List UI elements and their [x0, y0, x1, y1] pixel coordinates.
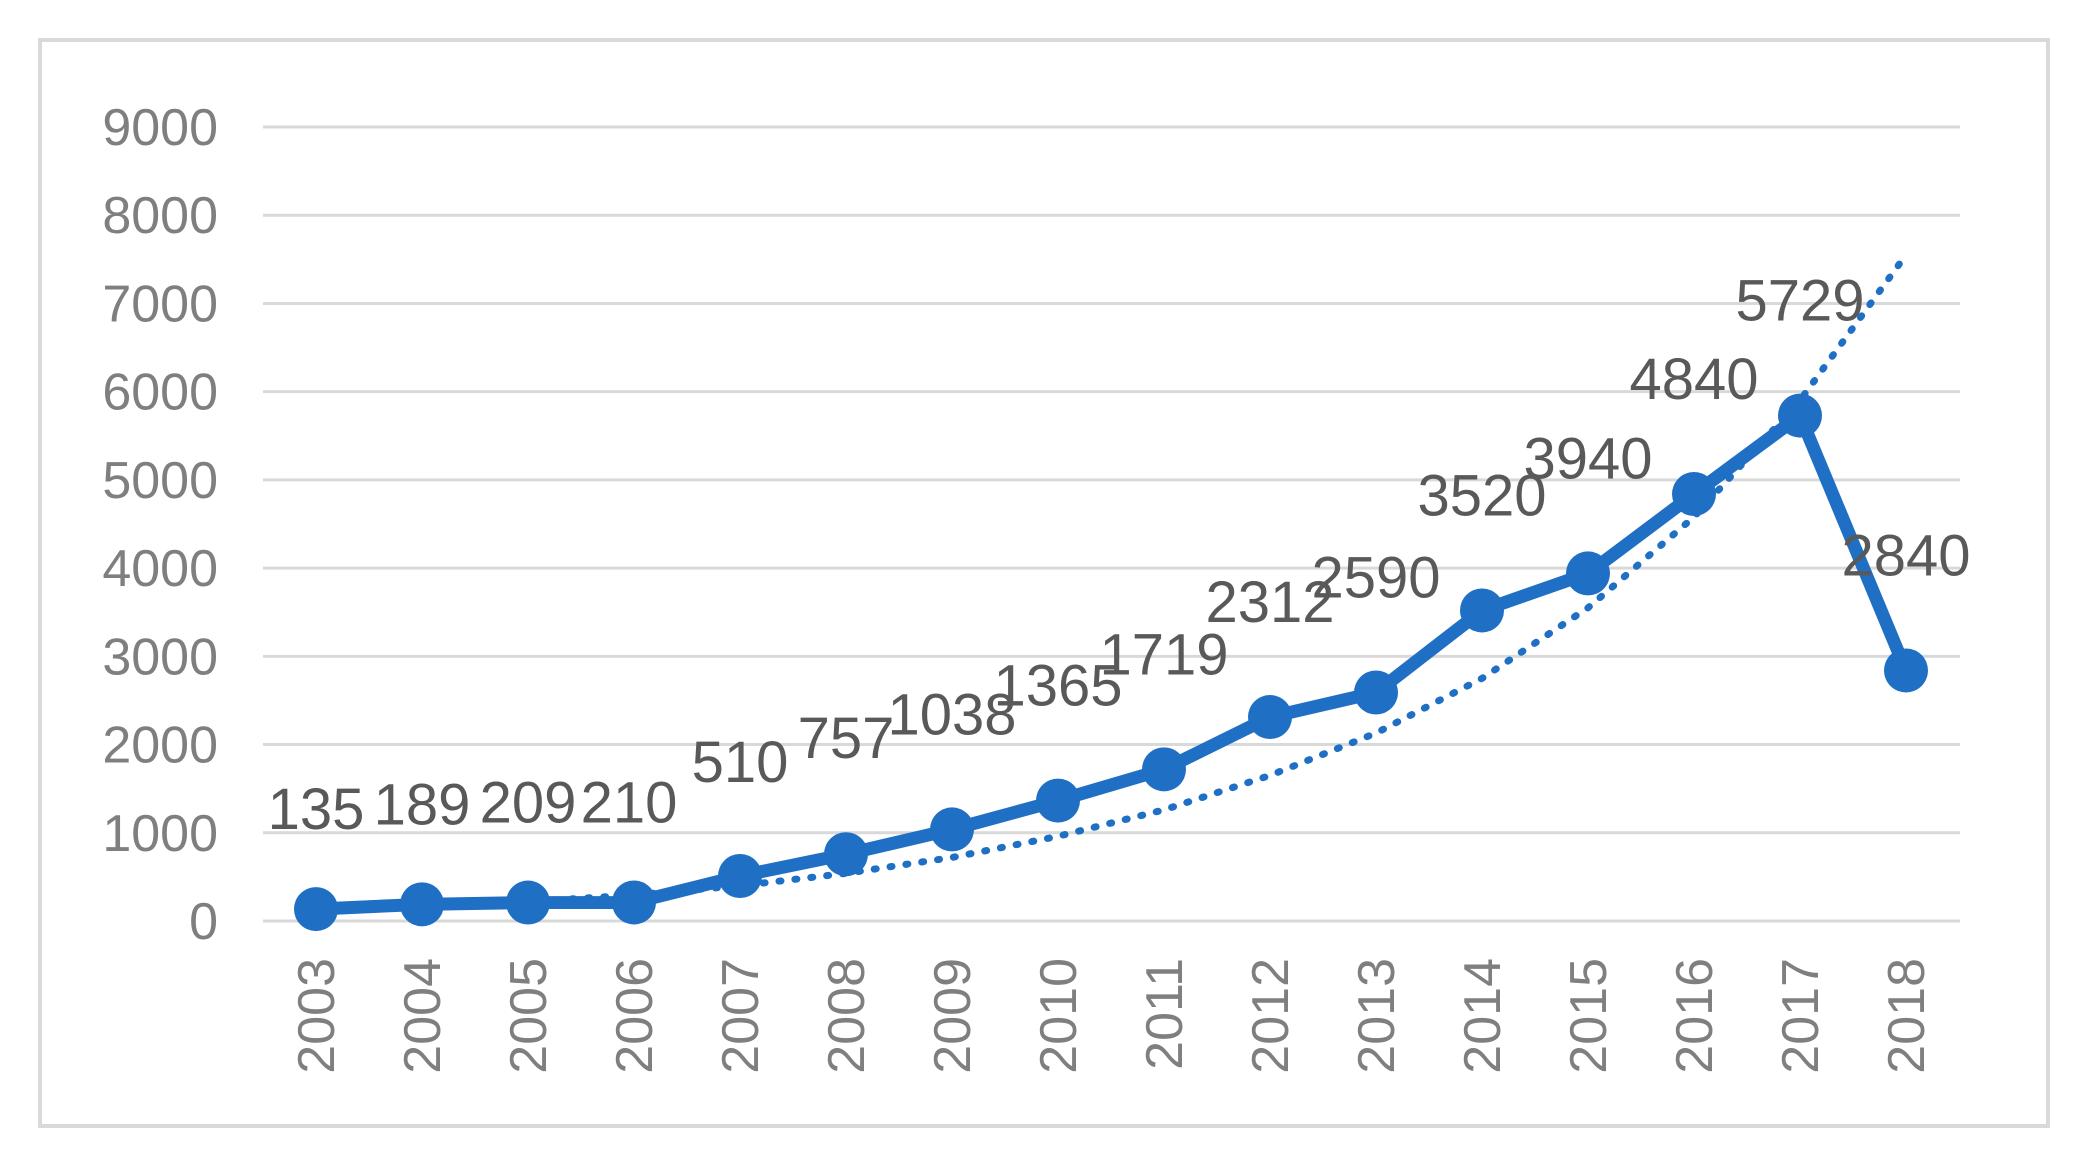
data-label: 1365 [993, 654, 1122, 719]
y-tick-label: 5000 [102, 452, 218, 510]
y-tick-label: 7000 [102, 275, 218, 333]
x-tick-label: 2009 [924, 958, 982, 1074]
data-label: 757 [798, 706, 895, 771]
data-label: 4840 [1629, 347, 1758, 412]
x-tick-label: 2006 [606, 958, 664, 1074]
series-layer [294, 393, 1928, 932]
x-tick-label: 2011 [1136, 958, 1194, 1070]
x-tick-label: 2007 [712, 958, 770, 1074]
data-point [1460, 588, 1504, 633]
x-tick-label: 2018 [1878, 958, 1936, 1074]
data-label: 210 [581, 770, 678, 835]
trendline [312, 251, 1910, 913]
x-tick-label: 2017 [1772, 958, 1830, 1074]
data-label: 1719 [1099, 622, 1228, 687]
data-point [1142, 747, 1186, 792]
data-label: 3520 [1417, 463, 1546, 528]
data-label: 209 [480, 771, 577, 836]
data-point [930, 807, 974, 852]
data-label: 135 [268, 777, 365, 842]
y-tick-label: 8000 [102, 187, 218, 245]
trendline-layer [312, 251, 1910, 913]
data-point [1566, 551, 1610, 596]
data-point [1036, 778, 1080, 823]
data-point [1778, 393, 1822, 438]
x-tick-label: 2013 [1348, 958, 1406, 1074]
data-label: 189 [374, 772, 471, 837]
x-tick-label: 2008 [818, 958, 876, 1074]
x-tick-label: 2015 [1560, 958, 1618, 1074]
y-tick-label: 3000 [102, 628, 218, 686]
x-tick-label: 2004 [394, 958, 452, 1074]
series-line [309, 409, 1913, 916]
y-axis-ticks: 0 1000 2000 3000 4000 5000 6000 7000 8000 9000 [102, 99, 218, 951]
data-point [1884, 648, 1928, 693]
data-label: 1038 [887, 682, 1016, 747]
y-tick-label: 1000 [102, 805, 218, 863]
x-tick-label: 2012 [1242, 958, 1300, 1074]
chart-frame [38, 38, 2050, 1128]
x-tick-label: 2010 [1030, 958, 1088, 1074]
data-point [1672, 472, 1716, 517]
data-point [612, 880, 656, 925]
data-label: 5729 [1735, 269, 1864, 334]
data-label: 510 [692, 730, 789, 795]
data-point [294, 887, 338, 932]
x-axis-ticks: 2003 2004 2005 2006 2007 2008 2009 2010 2011 2012… [288, 958, 1936, 1074]
data-label: 2840 [1841, 523, 1970, 588]
y-tick-label: 2000 [102, 717, 218, 775]
x-tick-label: 2014 [1454, 958, 1512, 1074]
y-tick-label: 6000 [102, 364, 218, 422]
x-tick-label: 2005 [500, 958, 558, 1074]
x-tick-label: 2016 [1666, 958, 1724, 1074]
y-tick-label: 9000 [102, 99, 218, 157]
data-point [400, 882, 444, 927]
y-tick-label: 0 [189, 893, 218, 951]
data-point [824, 832, 868, 877]
data-label: 3940 [1523, 426, 1652, 491]
data-point [1248, 695, 1292, 740]
data-point [718, 854, 762, 899]
data-label: 2590 [1311, 546, 1440, 611]
x-tick-label: 2003 [288, 958, 346, 1074]
y-tick-label: 4000 [102, 540, 218, 598]
data-point [506, 880, 550, 925]
data-point [1354, 670, 1398, 715]
data-label: 2312 [1205, 570, 1334, 635]
